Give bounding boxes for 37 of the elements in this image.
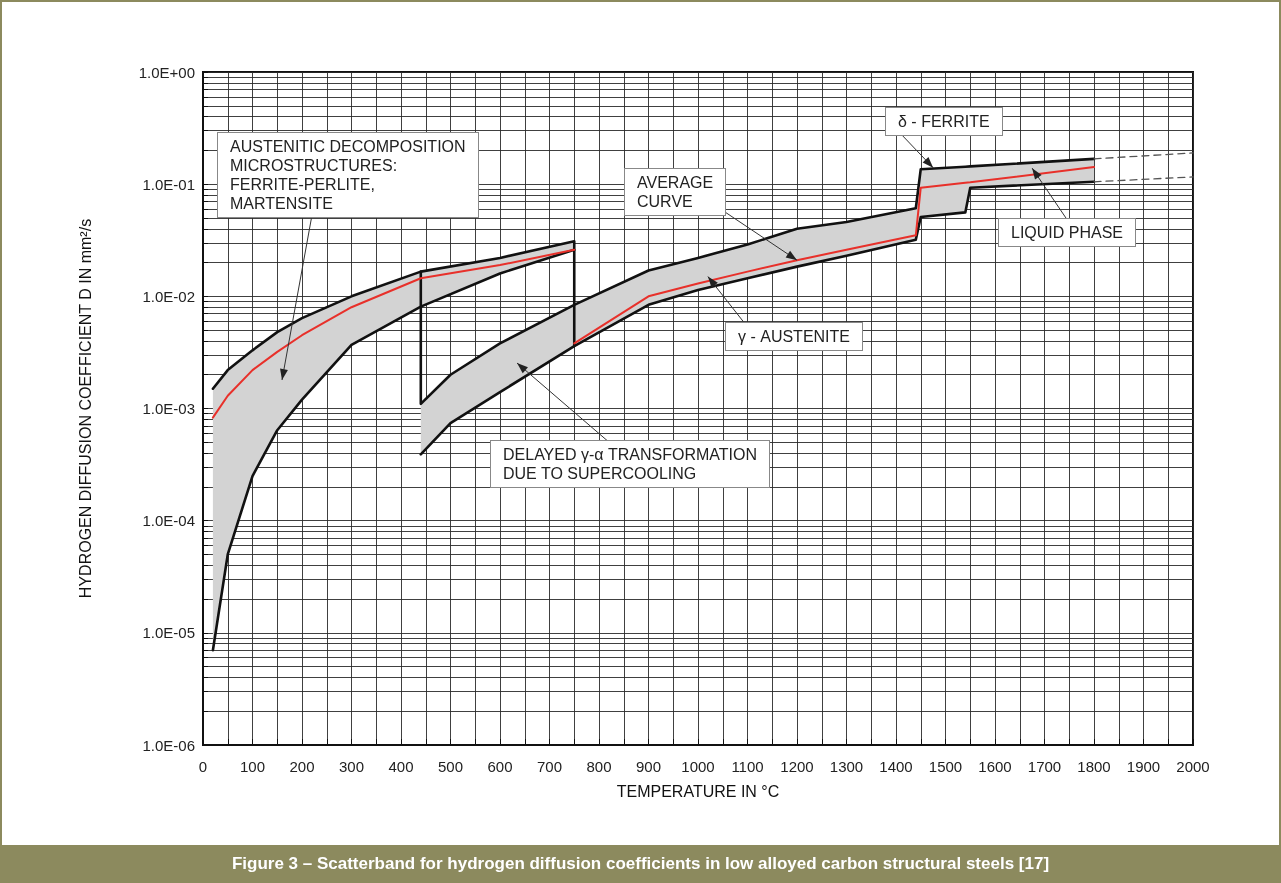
x-tick-label: 300 bbox=[338, 758, 365, 775]
x-tick-label: 800 bbox=[586, 758, 612, 775]
x-tick-label: 1500 bbox=[928, 758, 963, 775]
x-tick-label: 0 bbox=[198, 758, 208, 775]
x-tick-label: 1300 bbox=[829, 758, 864, 775]
x-tick-label: 900 bbox=[635, 758, 662, 775]
annotation: LIQUID PHASE bbox=[998, 218, 1137, 247]
annotation: AVERAGE CURVE bbox=[624, 168, 727, 216]
x-tick-label: 1400 bbox=[879, 758, 913, 775]
annotation: γ - AUSTENITE bbox=[725, 322, 864, 351]
x-axis-title: TEMPERATURE IN °C bbox=[616, 782, 780, 800]
x-tick-label: 1700 bbox=[1027, 758, 1062, 775]
y-axis-title: HYDROGEN DIFFUSION COEFFICIENT D IN mm²/s bbox=[76, 218, 94, 599]
x-tick-label: 1900 bbox=[1126, 758, 1161, 775]
y-tick-label: 1.0E+00 bbox=[138, 63, 195, 81]
annotation: δ - FERRITE bbox=[885, 107, 1003, 136]
x-tick-label: 500 bbox=[437, 758, 464, 775]
text: Figure 3 – Scatterband for hydrogen diffusion coefficients in low alloyed carbon structural steels [17] bbox=[0, 845, 1281, 883]
x-tick-label: 1200 bbox=[780, 758, 814, 775]
y-tick-label: 1.0E-05 bbox=[142, 624, 195, 642]
x-tick-label: 1100 bbox=[731, 758, 764, 775]
x-tick-label: 1600 bbox=[978, 758, 1012, 775]
x-tick-label: 2000 bbox=[1176, 758, 1210, 775]
y-tick-label: 1.0E-01 bbox=[142, 175, 195, 193]
y-tick-label: 1.0E-02 bbox=[142, 287, 195, 305]
x-tick-label: 400 bbox=[388, 758, 414, 775]
x-tick-label: 700 bbox=[536, 758, 563, 775]
y-tick-label: 1.0E-03 bbox=[142, 400, 195, 417]
y-tick-label: 1.0E-04 bbox=[142, 512, 195, 530]
x-tick-label: 1000 bbox=[681, 758, 715, 775]
x-tick-label: 600 bbox=[487, 758, 513, 775]
x-tick-label: 100 bbox=[239, 758, 266, 775]
y-tick-label: 1.0E-06 bbox=[142, 736, 195, 754]
x-tick-label: 1800 bbox=[1077, 758, 1111, 775]
annotation: DELAYED γ-α TRANSFORMATION DUE TO SUPERCOOLING bbox=[490, 440, 771, 488]
annotation: AUSTENITIC DECOMPOSITION MICROSTRUCTURES: FERRITE-PERLITE, MARTENSITE bbox=[217, 132, 479, 218]
x-tick-label: 200 bbox=[289, 758, 315, 775]
